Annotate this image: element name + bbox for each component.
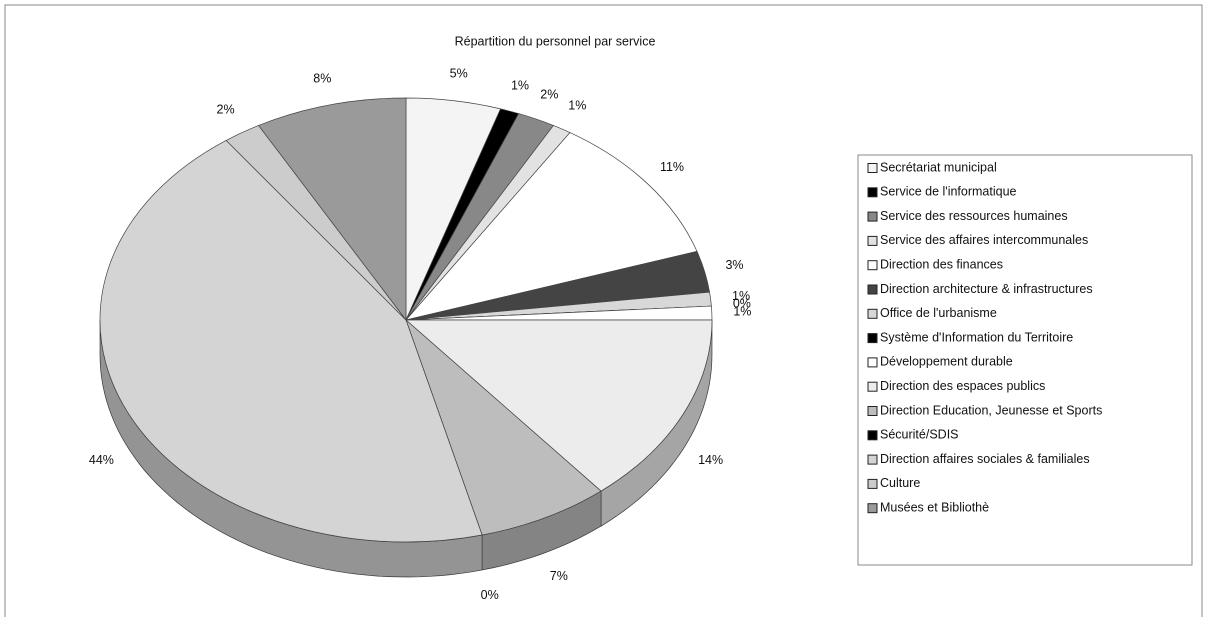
data-label: 1% — [568, 98, 586, 112]
wall-shade — [601, 320, 712, 527]
legend-swatch — [867, 211, 878, 222]
slice — [258, 97, 407, 322]
legend-swatch — [867, 333, 878, 344]
legend-swatch — [867, 478, 878, 489]
data-label: 0% — [733, 297, 751, 311]
data-label: 1% — [732, 289, 750, 303]
legend-label: Système d'Information du Territoire — [880, 330, 1073, 344]
legend-label: Développement durable — [880, 355, 1013, 369]
legend-swatch — [867, 308, 878, 319]
legend-label: Secrétariat municipal — [880, 160, 997, 174]
data-label: 8% — [313, 71, 331, 85]
legend-label: Office de l'urbanisme — [880, 306, 997, 320]
legend-swatch — [867, 187, 878, 198]
legend-swatch — [867, 357, 878, 368]
legend-label: Direction des finances — [880, 257, 1003, 271]
legend-label: Culture — [880, 476, 920, 490]
legend-label: Service de l'informatique — [880, 185, 1017, 199]
chart-title: Répartition du personnel par service — [455, 34, 656, 48]
legend-label: Direction affaires sociales & familiales — [880, 452, 1090, 466]
data-label: 14% — [698, 453, 723, 467]
slice — [405, 318, 602, 536]
legend-label: Service des affaires intercommunales — [880, 233, 1088, 247]
legend-box — [857, 154, 1193, 566]
legend-swatch — [867, 260, 878, 271]
legend-label: Direction des espaces publics — [880, 379, 1045, 393]
legend-label: Service des ressources humaines — [880, 209, 1068, 223]
data-label: 2% — [540, 87, 558, 101]
data-label: 1% — [511, 78, 529, 92]
data-label: 5% — [450, 67, 468, 81]
legend-label: Sécurité/SDIS — [880, 428, 959, 442]
legend-label: Musées et Bibliothè — [880, 500, 989, 514]
legend-swatch — [867, 406, 878, 416]
legend-label: Direction Education, Jeunesse et Sports — [880, 403, 1102, 417]
data-label: 2% — [217, 102, 235, 116]
wall-shade — [100, 320, 483, 577]
slice — [405, 132, 698, 321]
legend-swatch — [867, 430, 878, 441]
data-label: 7% — [550, 569, 568, 583]
slice — [405, 319, 713, 492]
legend-swatch — [867, 163, 878, 173]
legend-swatch — [867, 235, 878, 246]
data-label: 44% — [89, 453, 114, 467]
data-label: 3% — [725, 258, 743, 272]
legend-swatch — [867, 503, 878, 514]
data-label: 11% — [660, 160, 684, 174]
data-label: 0% — [481, 588, 499, 602]
data-label: 1% — [733, 304, 751, 318]
wall-shade — [482, 491, 602, 570]
legend-swatch — [867, 381, 878, 392]
legend-label: Direction architecture & infrastructures — [880, 282, 1093, 296]
frame — [4, 4, 1203, 617]
legend-swatch — [867, 284, 878, 295]
legend-swatch — [867, 454, 878, 465]
slice — [99, 139, 483, 543]
